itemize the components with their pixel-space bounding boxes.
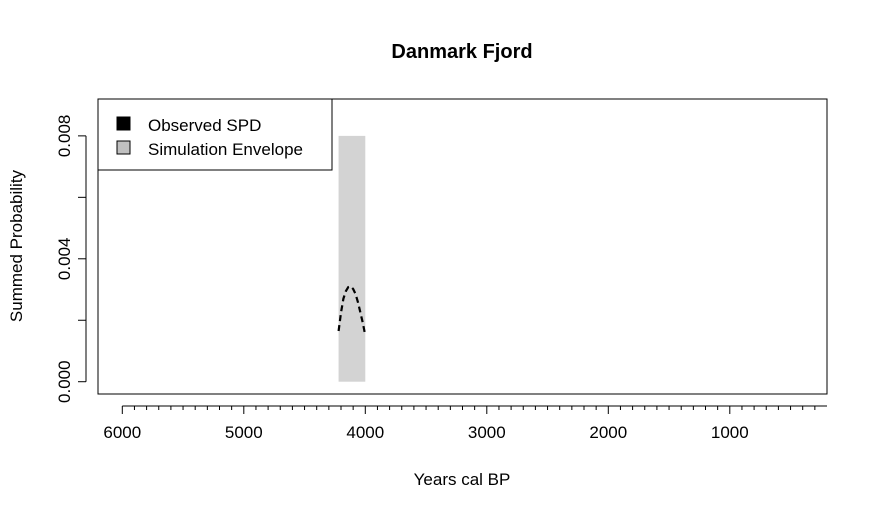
- x-tick-label: 4000: [346, 423, 384, 442]
- x-axis-label: Years cal BP: [414, 470, 511, 489]
- x-tick-label: 2000: [589, 423, 627, 442]
- chart-title: Danmark Fjord: [391, 41, 532, 63]
- y-tick-label: 0.004: [55, 238, 74, 281]
- x-tick-label: 5000: [225, 423, 263, 442]
- x-tick-label: 6000: [103, 423, 141, 442]
- series-layer: [337, 285, 367, 336]
- simulation-envelope-band: [338, 135, 366, 382]
- y-tick-label: 0.000: [55, 360, 74, 403]
- x-axis: 6000 5000 4000 3000 2000 1000: [103, 405, 827, 442]
- legend-box: [97, 98, 333, 171]
- legend-label-envelope: Simulation Envelope: [148, 140, 303, 159]
- legend-swatch-observed: [116, 116, 131, 131]
- observed-spd-line: [337, 285, 367, 336]
- legend: Observed SPD Simulation Envelope: [97, 98, 333, 171]
- legend-label-observed: Observed SPD: [148, 116, 261, 135]
- x-tick-label: 3000: [468, 423, 506, 442]
- y-axis: 0.000 0.004 0.008: [55, 115, 87, 403]
- plot-frame: [97, 98, 828, 395]
- legend-swatch-envelope: [116, 140, 131, 155]
- y-tick-label: 0.008: [55, 115, 74, 158]
- x-tick-label: 1000: [711, 423, 749, 442]
- simulation-envelope-layer: [338, 135, 366, 382]
- y-axis-label: Summed Probability: [7, 169, 26, 322]
